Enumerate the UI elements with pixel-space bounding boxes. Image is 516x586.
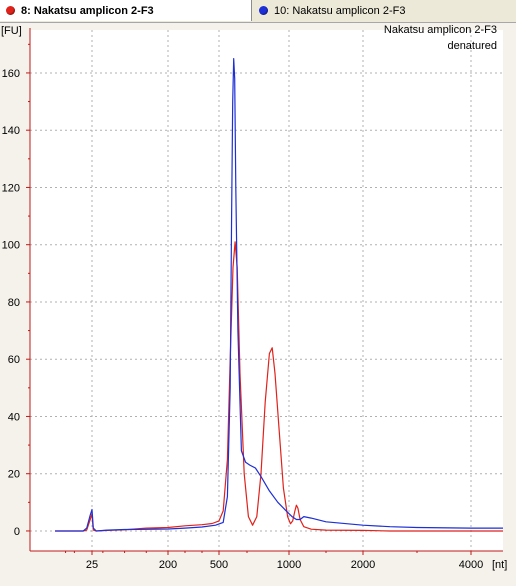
x-axis-unit-label: [nt] (492, 559, 507, 571)
annotation-sample-name: Nakatsu amplicon 2-F3 (384, 24, 497, 36)
y-tick-label: 80 (8, 297, 20, 309)
tab-sample-8[interactable]: 8: Nakatsu amplicon 2-F3 (0, 0, 252, 21)
red-dot-icon (6, 6, 15, 15)
tab-bar: 8: Nakatsu amplicon 2-F3 10: Nakatsu amp… (0, 0, 516, 23)
y-tick-label: 120 (2, 182, 20, 194)
y-tick-label: 20 (8, 469, 20, 481)
series-line-sample-10 (55, 58, 503, 532)
tab-label: 8: Nakatsu amplicon 2-F3 (21, 4, 154, 17)
blue-dot-icon (259, 6, 268, 15)
plot-area (30, 30, 503, 551)
y-tick-label: 60 (8, 354, 20, 366)
x-tick-label: 25 (86, 559, 98, 571)
tab-sample-10[interactable]: 10: Nakatsu amplicon 2-F3 (253, 0, 516, 21)
electropherogram-chart: 0 20 40 60 80 100 120 140 160 25 200 500 1000 2000 400… (1, 24, 507, 571)
y-tick-label: 0 (14, 526, 20, 538)
y-axis-unit-label: [FU] (1, 25, 22, 37)
series-layer (55, 58, 503, 532)
x-tick-label: 4000 (459, 559, 483, 571)
x-tick-label: 200 (159, 559, 177, 571)
annotation-denatured: denatured (447, 40, 497, 52)
y-tick-label: 140 (2, 125, 20, 137)
grid (30, 30, 503, 551)
tick-labels: 0 20 40 60 80 100 120 140 160 25 200 500 1000 2000 400… (2, 68, 484, 571)
y-tick-label: 40 (8, 411, 20, 423)
tab-label: 10: Nakatsu amplicon 2-F3 (274, 4, 406, 17)
x-tick-label: 500 (210, 559, 228, 571)
x-tick-label: 2000 (351, 559, 375, 571)
y-tick-label: 160 (2, 68, 20, 80)
y-tick-label: 100 (2, 240, 20, 252)
x-tick-label: 1000 (277, 559, 301, 571)
axes (26, 28, 503, 555)
